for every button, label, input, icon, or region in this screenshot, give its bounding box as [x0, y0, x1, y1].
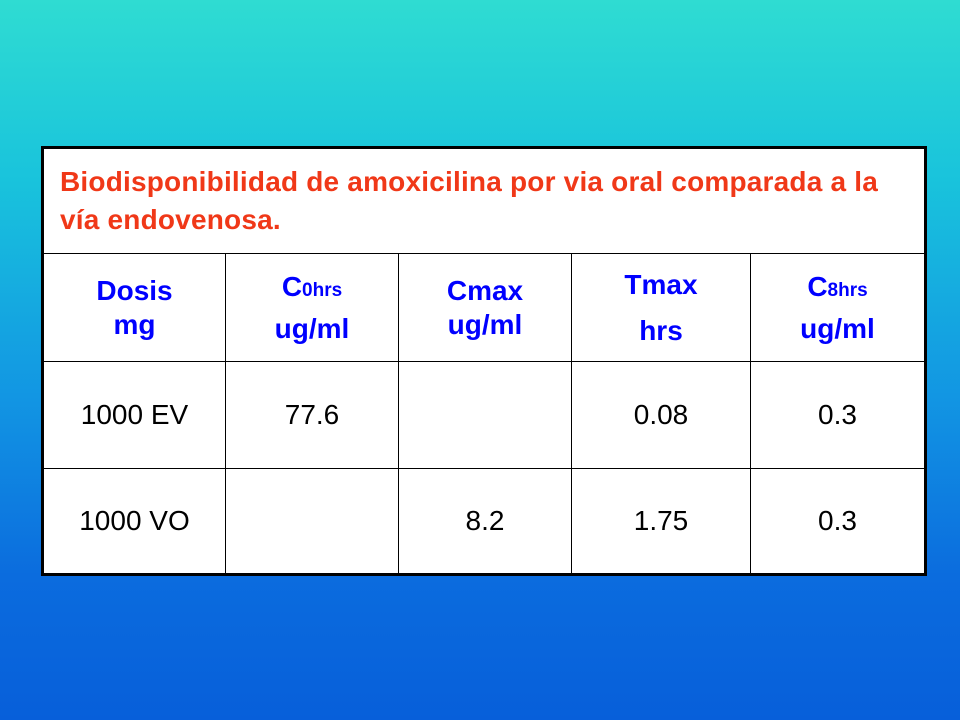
header-c8hrs-unit: ug/ml: [800, 312, 875, 344]
row-vo-cmax: 8.2: [399, 469, 572, 573]
row-vo-c0hrs: [226, 469, 399, 573]
row-ev-dosis: 1000 EV: [44, 362, 226, 469]
row-vo-c8hrs: 0.3: [818, 505, 857, 536]
header-cmax-label: Cmax: [446, 274, 524, 306]
row-ev-c0hrs: 77.6: [226, 362, 399, 469]
bioavailability-table: Biodisponibilidad de amoxicilina por via…: [41, 146, 927, 576]
header-tmax-label: Tmax: [624, 268, 698, 300]
header-tmax: Tmax hrs: [572, 254, 751, 362]
header-c0hrs-unit: ug/ml: [274, 312, 350, 344]
header-c8hrs-subscript: 8hrs: [827, 279, 868, 301]
header-cmax: Cmax ug/ml: [399, 254, 572, 362]
row-ev-c8hrs: 0.3: [751, 362, 924, 469]
header-cmax-unit: ug/ml: [447, 308, 523, 340]
header-tmax-unit: hrs: [639, 314, 683, 346]
header-dosis-label: Dosis: [96, 274, 173, 306]
row-ev-cmax: [399, 362, 572, 469]
header-c0hrs: C0hrs ug/ml: [226, 254, 399, 362]
table-title: Biodisponibilidad de amoxicilina por via…: [44, 149, 924, 254]
header-c8hrs: C8hrs ug/ml: [751, 254, 924, 362]
header-c0hrs-label: C: [281, 270, 303, 302]
row-vo-dosis: 1000 VO: [44, 469, 226, 573]
row-vo-tmax: 1.75: [572, 469, 751, 573]
header-dosis-unit: mg: [113, 308, 156, 340]
header-dosis: Dosis mg: [44, 254, 226, 362]
row-ev-tmax: 0.08: [572, 362, 751, 469]
header-c0hrs-subscript: 0hrs: [302, 279, 343, 301]
header-c8hrs-label: C: [807, 270, 828, 302]
